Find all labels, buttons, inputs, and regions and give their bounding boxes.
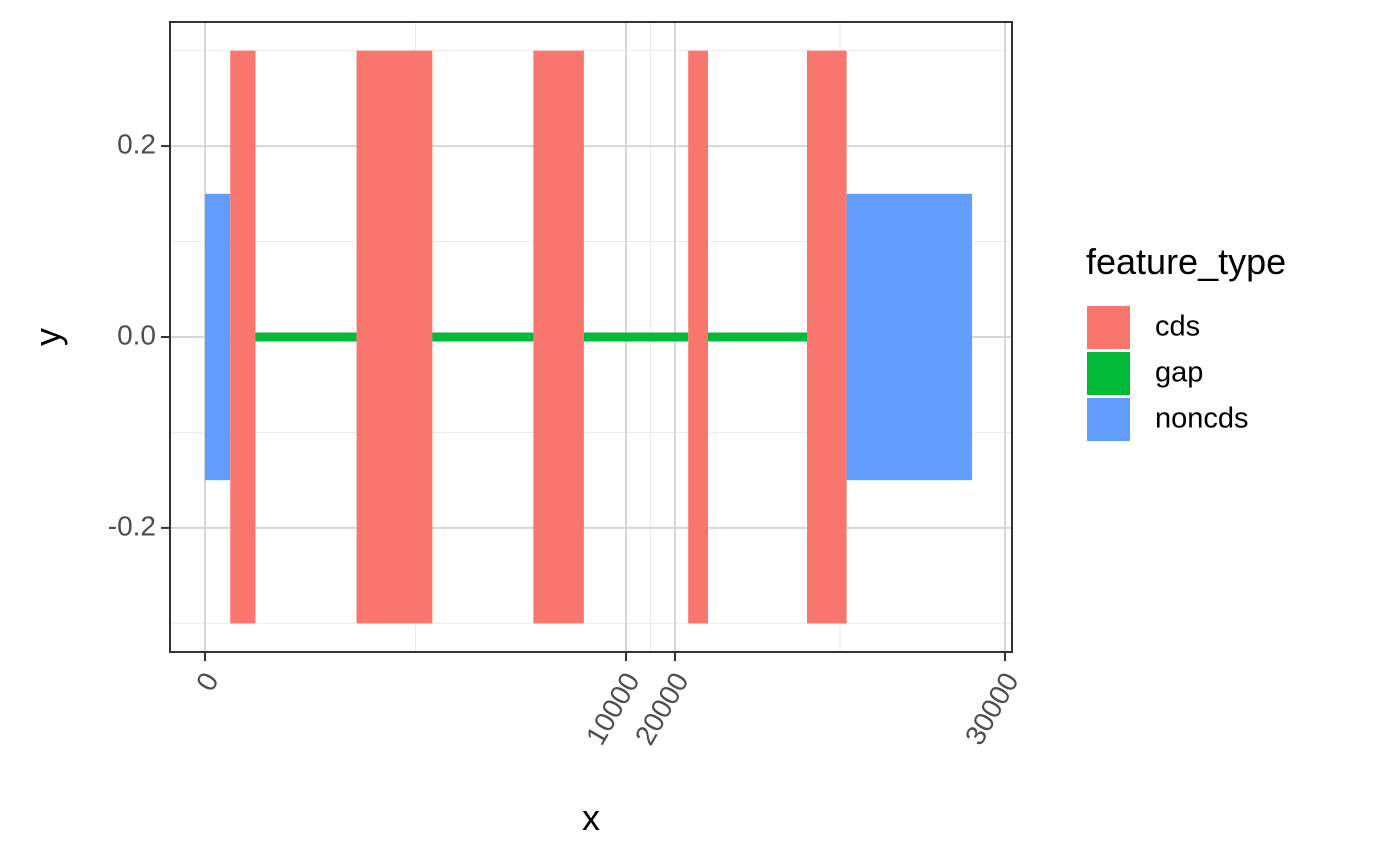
feature-marks (205, 50, 972, 624)
legend: feature_type cds gap noncds (1086, 241, 1286, 441)
legend-label-noncds: noncds (1155, 403, 1249, 435)
cds-block (533, 50, 584, 624)
y-tick-label: 0.0 (117, 319, 156, 350)
legend-label-gap: gap (1155, 357, 1203, 389)
y-tick-label: -0.2 (108, 510, 156, 541)
x-tick-label: 30000 (959, 667, 1025, 750)
noncds-block (846, 193, 972, 481)
y-tick-label: 0.2 (117, 128, 156, 159)
cds-block (356, 50, 433, 624)
cds-block (230, 50, 256, 624)
cds-block (688, 50, 708, 624)
legend-label-cds: cds (1155, 311, 1200, 343)
y-axis-title: y (27, 328, 68, 346)
legend-title: feature_type (1086, 241, 1286, 282)
noncds-block (205, 193, 231, 481)
legend-key-cds (1087, 306, 1130, 349)
x-tick-label: 0 (190, 667, 225, 696)
legend-key-gap (1087, 352, 1130, 395)
legend-key-noncds (1087, 398, 1130, 441)
x-axis-title: x (582, 797, 600, 838)
cds-block (807, 50, 847, 624)
y-axis: 0.2 0.0 -0.2 (108, 128, 170, 541)
